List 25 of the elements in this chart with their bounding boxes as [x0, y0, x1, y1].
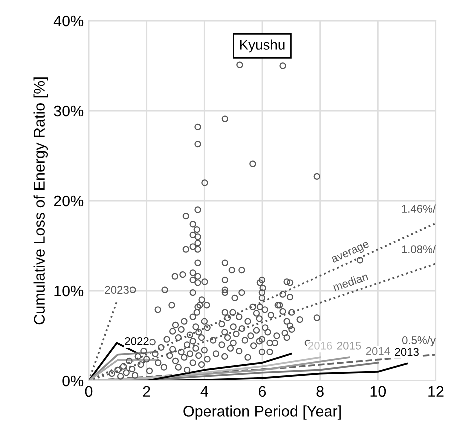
y-tick-label: 10% [54, 286, 84, 297]
series-label: 2015 [337, 342, 362, 350]
x-tick-label: 6 [259, 386, 266, 398]
x-tick-label: 12 [428, 386, 444, 397]
x-tick-label: 2 [143, 386, 150, 397]
x-tick-label: 0 [85, 386, 93, 398]
x-tick-label: 10 [370, 386, 386, 398]
series-label: 2016 [308, 342, 332, 350]
x-axis-title: Operation Period [Year] [184, 406, 341, 420]
y-tick-label: 20% [54, 196, 84, 207]
series-label: 2023 [105, 286, 129, 294]
x-tick-label: 8 [316, 386, 324, 398]
annotation: 1.46%/ [402, 204, 436, 213]
y-axis-title: Cumulative Loss of Energy Ratio [%] [34, 78, 48, 325]
y-tick-label: 30% [54, 106, 84, 117]
text: median [332, 272, 369, 292]
series-label: 2014 [366, 347, 390, 356]
x-tick-label: 4 [200, 386, 208, 397]
annotation: 0.5%/y [402, 336, 436, 347]
y-tick-label: 40% [54, 16, 84, 27]
text: Kyushu [240, 40, 285, 53]
annotation: 1.08%/ [402, 245, 436, 254]
series-label: 2022 [125, 337, 149, 346]
series-label: 2013 [395, 348, 419, 356]
y-tick-label: 0% [62, 376, 84, 387]
